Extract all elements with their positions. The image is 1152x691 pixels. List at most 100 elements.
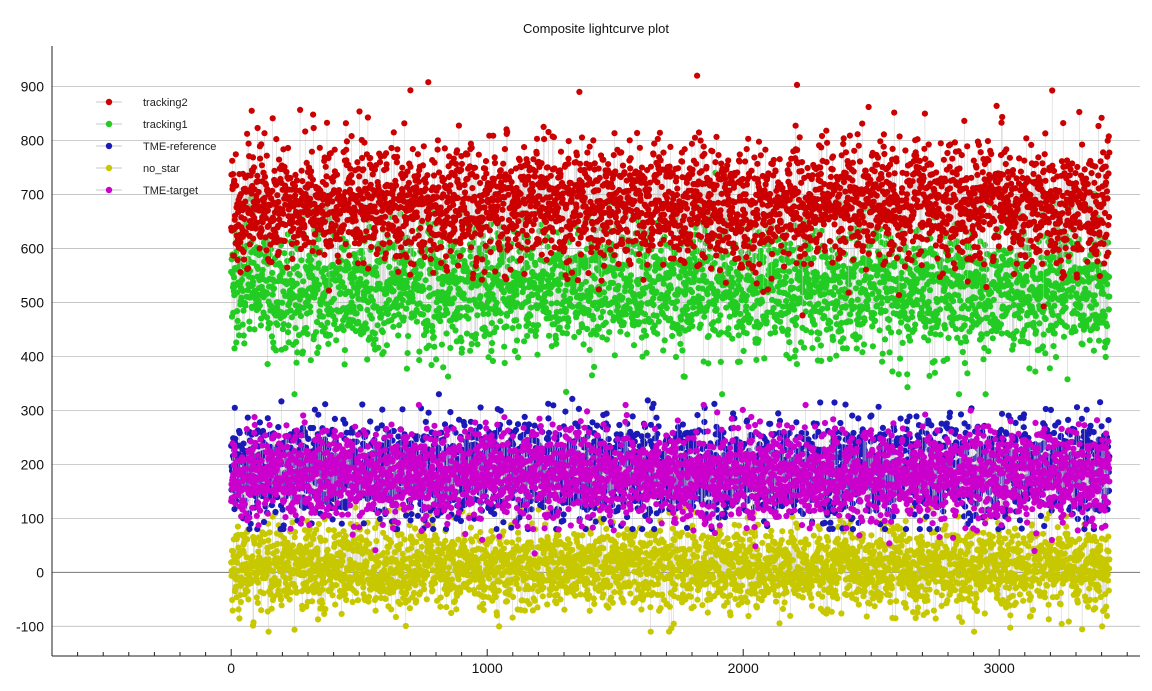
data-point [555, 532, 562, 539]
data-point [491, 510, 498, 517]
data-point [594, 575, 602, 582]
data-point [912, 614, 919, 622]
data-point [287, 589, 294, 596]
data-point [986, 578, 994, 585]
data-point [315, 520, 322, 528]
data-point [1078, 551, 1085, 559]
data-point [942, 522, 949, 529]
data-point [930, 607, 938, 614]
data-point [268, 605, 275, 612]
data-point [786, 564, 793, 571]
data-point [952, 587, 959, 594]
data-point [572, 592, 579, 599]
data-point [637, 549, 644, 556]
data-point [430, 526, 437, 533]
data-point [924, 541, 931, 548]
data-point [455, 576, 462, 583]
data-point [611, 589, 618, 596]
data-point [647, 628, 654, 635]
data-point [325, 526, 332, 534]
data-point [672, 581, 679, 589]
data-point [616, 421, 623, 429]
data-point [746, 536, 753, 543]
data-point [1057, 601, 1064, 608]
data-point [816, 526, 823, 533]
data-point [291, 528, 299, 536]
data-point [1092, 605, 1099, 612]
data-point [237, 598, 244, 606]
data-point [561, 606, 568, 613]
data-point [528, 506, 535, 513]
data-point [264, 549, 271, 556]
data-point [573, 585, 580, 592]
data-point [304, 587, 312, 595]
data-point [1079, 626, 1086, 633]
data-point [560, 511, 567, 518]
data-point [349, 598, 356, 606]
data-point [1027, 593, 1034, 600]
data-point [1105, 533, 1112, 540]
data-point [781, 599, 788, 606]
data-point [500, 528, 507, 535]
chart-title: Composite lightcurve plot [523, 21, 669, 36]
data-point [321, 579, 328, 586]
data-point [407, 517, 414, 524]
data-point [359, 401, 366, 408]
data-point [981, 583, 988, 590]
data-point [1084, 603, 1092, 610]
data-point [486, 575, 493, 582]
data-point [759, 539, 766, 547]
data-point [329, 592, 336, 599]
data-point [255, 548, 262, 555]
data-point [989, 533, 996, 540]
data-point [1044, 582, 1051, 589]
data-point [332, 601, 339, 608]
data-point [753, 604, 761, 611]
data-point [274, 540, 281, 548]
data-point [275, 578, 282, 585]
data-point [550, 402, 557, 409]
data-point [791, 537, 798, 544]
data-point [702, 558, 709, 566]
data-point [352, 504, 359, 511]
data-point [966, 584, 974, 591]
data-point [310, 536, 317, 543]
data-point [480, 600, 487, 607]
data-point [562, 408, 569, 415]
data-point [445, 564, 452, 571]
data-point [1045, 616, 1052, 623]
data-point [240, 440, 247, 447]
data-point [235, 606, 242, 613]
data-point [1011, 525, 1019, 532]
data-point [503, 539, 510, 546]
data-point [1007, 624, 1014, 631]
data-point [477, 529, 484, 536]
data-point [816, 535, 823, 542]
data-point [245, 596, 252, 603]
data-point [980, 529, 987, 536]
data-point [824, 557, 831, 565]
data-point [363, 559, 370, 566]
data-point [496, 623, 503, 630]
data-point [282, 574, 289, 582]
data-point [477, 404, 484, 411]
data-point [322, 537, 329, 544]
data-point [861, 588, 868, 595]
data-point [783, 589, 790, 596]
data-point [234, 559, 241, 566]
data-point [1092, 596, 1099, 604]
data-point [1105, 587, 1112, 594]
data-point [767, 533, 774, 540]
data-point [773, 598, 780, 605]
data-point [590, 595, 597, 602]
data-point [279, 506, 286, 513]
data-point [278, 398, 285, 405]
data-point [924, 597, 931, 604]
data-point [918, 547, 925, 554]
data-point [229, 607, 236, 614]
data-point [889, 575, 896, 582]
data-point [616, 589, 624, 596]
data-point [546, 592, 553, 599]
data-point [627, 590, 634, 597]
data-point [1037, 555, 1044, 563]
